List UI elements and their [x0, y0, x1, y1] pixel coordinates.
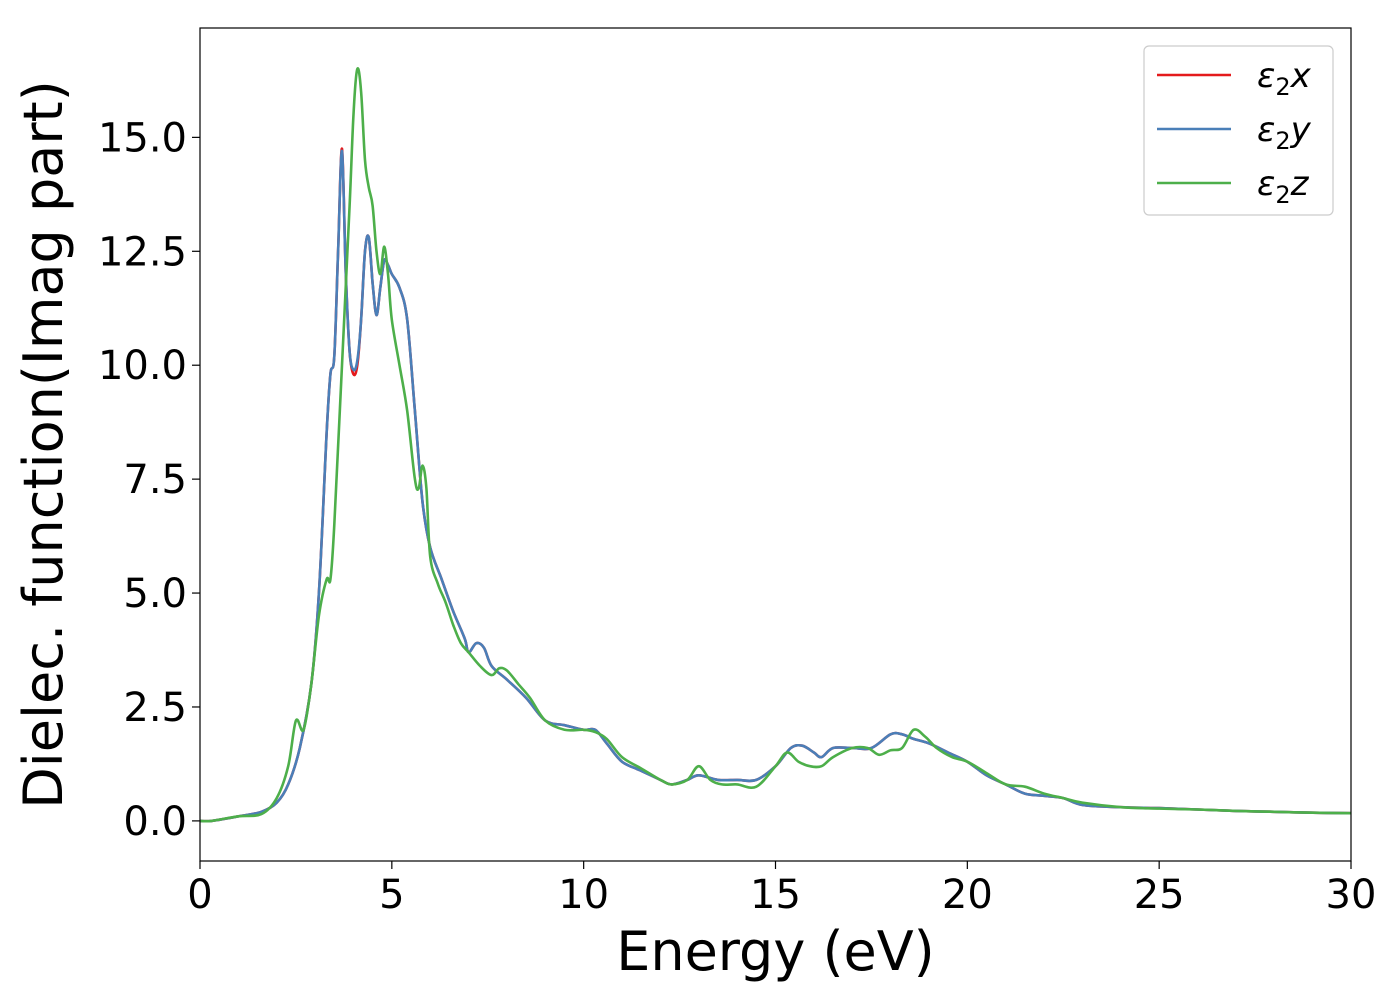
legend-label: ε2x	[1257, 56, 1312, 101]
legend-label-suffix: x	[1290, 56, 1312, 96]
legend-label-base: ε	[1257, 110, 1275, 150]
legend-label-subscript: 2	[1275, 73, 1290, 101]
y-tick-label: 15.0	[98, 115, 187, 161]
y-tick-label: 5.0	[123, 571, 187, 617]
legend-label-subscript: 2	[1275, 181, 1290, 209]
legend-label-base: ε	[1257, 56, 1275, 96]
legend-label-suffix: z	[1290, 164, 1310, 204]
series-layer	[200, 66, 1351, 823]
x-tick-label: 30	[1326, 872, 1377, 918]
series-line-z	[200, 66, 1351, 823]
x-axis: 0 5 10 15 20 25 30	[187, 861, 1376, 918]
legend-label-subscript: 2	[1275, 127, 1290, 155]
y-tick-label: 10.0	[98, 343, 187, 389]
x-tick-label: 5	[379, 872, 404, 918]
series-line-y	[200, 149, 1351, 823]
x-tick-label: 0	[187, 872, 212, 918]
y-axis: 0.0 2.5 5.0 7.5 10.0 12.5 15.0	[98, 115, 200, 845]
y-tick-label: 12.5	[98, 229, 187, 275]
y-tick-label: 2.5	[123, 685, 187, 731]
x-tick-label: 10	[558, 872, 609, 918]
legend-label: ε2z	[1257, 164, 1310, 209]
legend-label: ε2y	[1257, 110, 1312, 155]
y-tick-label: 0.0	[123, 799, 187, 845]
legend-box	[1143, 45, 1334, 216]
x-tick-label: 20	[942, 872, 993, 918]
x-axis-title: Energy (eV)	[616, 920, 935, 983]
legend-label-base: ε	[1257, 164, 1275, 204]
y-tick-label: 7.5	[123, 457, 187, 503]
x-tick-label: 15	[750, 872, 801, 918]
y-axis-title: Dielec. function(Imag part)	[12, 80, 75, 809]
x-tick-label: 25	[1134, 872, 1185, 918]
legend-label-suffix: y	[1290, 110, 1312, 150]
